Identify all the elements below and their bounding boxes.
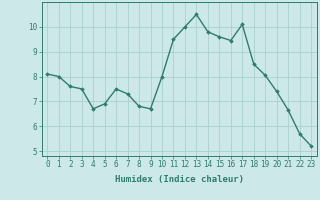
X-axis label: Humidex (Indice chaleur): Humidex (Indice chaleur) bbox=[115, 175, 244, 184]
